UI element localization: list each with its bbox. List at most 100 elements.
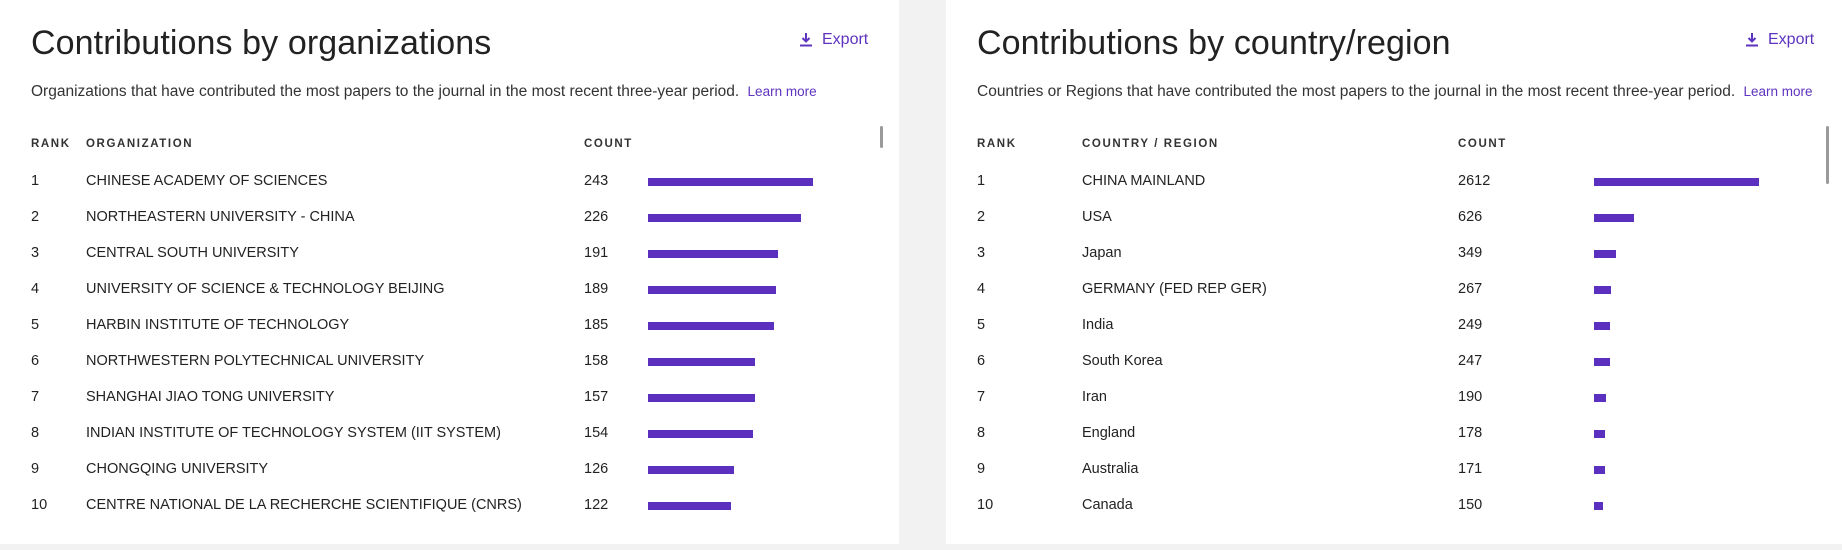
rank-cell: 7 <box>977 389 986 405</box>
panel-description: Organizations that have contributed the … <box>31 83 817 101</box>
table-row: 1 CHINA MAINLAND 2612 <box>946 173 1842 209</box>
country-region-panel: Contributions by country/region Export C… <box>946 0 1842 544</box>
panel-title: Contributions by organizations <box>31 24 492 62</box>
download-icon <box>800 33 812 47</box>
rank-cell: 6 <box>31 353 40 369</box>
rank-cell: 9 <box>977 461 986 477</box>
rank-cell: 5 <box>977 317 986 333</box>
export-label: Export <box>822 31 869 48</box>
learn-more-link[interactable]: Learn more <box>747 84 817 99</box>
rank-cell: 2 <box>31 209 40 225</box>
table-row: 4 UNIVERSITY OF SCIENCE & TECHNOLOGY BEIJ… <box>0 281 899 317</box>
count-bar <box>648 286 776 294</box>
description-text: Countries or Regions that have contribut… <box>977 83 1736 100</box>
count-bar <box>1594 250 1616 258</box>
count-cell: 191 <box>584 245 609 261</box>
count-bar <box>1594 502 1603 510</box>
organization-cell: CHONGQING UNIVERSITY <box>86 461 269 477</box>
table-row: 8 INDIAN INSTITUTE OF TECHNOLOGY SYSTEM (… <box>0 425 899 461</box>
download-icon <box>1746 33 1758 47</box>
rank-cell: 6 <box>977 353 986 369</box>
country-region-cell: Canada <box>1082 497 1133 513</box>
count-bar <box>1594 178 1759 186</box>
count-cell: 2612 <box>1458 173 1491 189</box>
count-cell: 185 <box>584 317 609 333</box>
count-cell: 154 <box>584 425 609 441</box>
table-row: 6 South Korea 247 <box>946 353 1842 389</box>
organization-cell: CHINESE ACADEMY OF SCIENCES <box>86 173 328 189</box>
count-cell: 122 <box>584 497 609 513</box>
table-row: 6 NORTHWESTERN POLYTECHNICAL UNIVERSITY 15… <box>0 353 899 389</box>
table-row: 9 CHONGQING UNIVERSITY 126 <box>0 461 899 497</box>
count-bar <box>648 250 778 258</box>
country-region-cell: South Korea <box>1082 353 1163 369</box>
count-bar <box>1594 394 1606 402</box>
count-cell: 626 <box>1458 209 1483 225</box>
table-row: 7 Iran 190 <box>946 389 1842 425</box>
rank-cell: 1 <box>31 173 40 189</box>
count-bar <box>1594 430 1605 438</box>
table-row: 10 Canada 150 <box>946 497 1842 533</box>
count-bar <box>1594 358 1610 366</box>
rank-cell: 4 <box>977 281 986 297</box>
count-cell: 158 <box>584 353 609 369</box>
count-cell: 189 <box>584 281 609 297</box>
column-header-rank: RANK <box>31 138 71 150</box>
country-region-cell: USA <box>1082 209 1112 225</box>
column-header-rank: RANK <box>977 138 1017 150</box>
rank-cell: 8 <box>31 425 40 441</box>
table-row: 4 GERMANY (FED REP GER) 267 <box>946 281 1842 317</box>
column-header-count: COUNT <box>1458 138 1507 150</box>
organization-cell: CENTRE NATIONAL DE LA RECHERCHE SCIENTIF… <box>86 497 522 513</box>
table-row: 8 England 178 <box>946 425 1842 461</box>
learn-more-link[interactable]: Learn more <box>1743 84 1813 99</box>
rank-cell: 5 <box>31 317 40 333</box>
count-bar <box>1594 322 1610 330</box>
count-bar <box>648 178 813 186</box>
table-row: 10 CENTRE NATIONAL DE LA RECHERCHE SCIENT… <box>0 497 899 533</box>
count-bar <box>648 502 731 510</box>
organization-cell: INDIAN INSTITUTE OF TECHNOLOGY SYSTEM (I… <box>86 425 501 441</box>
count-cell: 150 <box>1458 497 1483 513</box>
export-button[interactable]: Export <box>1746 31 1814 49</box>
table-row: 9 Australia 171 <box>946 461 1842 497</box>
column-header-organization: ORGANIZATION <box>86 138 194 150</box>
rank-cell: 10 <box>977 497 994 513</box>
count-bar <box>648 394 755 402</box>
rank-cell: 8 <box>977 425 986 441</box>
rank-cell: 10 <box>31 497 48 513</box>
scrollbar-thumb[interactable] <box>880 126 883 148</box>
country-region-cell: Iran <box>1082 389 1107 405</box>
rank-cell: 3 <box>977 245 986 261</box>
count-bar <box>1594 286 1611 294</box>
scrollbar-thumb[interactable] <box>1826 126 1829 184</box>
export-button[interactable]: Export <box>800 31 868 49</box>
count-cell: 178 <box>1458 425 1483 441</box>
column-header-country-region: COUNTRY / REGION <box>1082 138 1219 150</box>
rank-cell: 4 <box>31 281 40 297</box>
count-bar <box>648 358 755 366</box>
count-bar <box>1594 214 1634 222</box>
country-region-cell: England <box>1082 425 1136 441</box>
export-label: Export <box>1768 31 1815 48</box>
table-row: 3 CENTRAL SOUTH UNIVERSITY 191 <box>0 245 899 281</box>
count-cell: 243 <box>584 173 609 189</box>
country-region-cell: Australia <box>1082 461 1139 477</box>
count-cell: 157 <box>584 389 609 405</box>
organization-cell: NORTHWESTERN POLYTECHNICAL UNIVERSITY <box>86 353 425 369</box>
organization-cell: UNIVERSITY OF SCIENCE & TECHNOLOGY BEIJI… <box>86 281 445 297</box>
count-cell: 226 <box>584 209 609 225</box>
table-row: 3 Japan 349 <box>946 245 1842 281</box>
description-text: Organizations that have contributed the … <box>31 83 740 100</box>
column-header-count: COUNT <box>584 138 633 150</box>
table-row: 2 NORTHEASTERN UNIVERSITY - CHINA 226 <box>0 209 899 245</box>
table-row: 5 India 249 <box>946 317 1842 353</box>
rank-cell: 9 <box>31 461 40 477</box>
count-cell: 349 <box>1458 245 1483 261</box>
country-region-cell: Japan <box>1082 245 1122 261</box>
count-cell: 171 <box>1458 461 1483 477</box>
table-row: 1 CHINESE ACADEMY OF SCIENCES 243 <box>0 173 899 209</box>
country-region-cell: India <box>1082 317 1114 333</box>
rank-cell: 3 <box>31 245 40 261</box>
count-bar <box>648 214 801 222</box>
